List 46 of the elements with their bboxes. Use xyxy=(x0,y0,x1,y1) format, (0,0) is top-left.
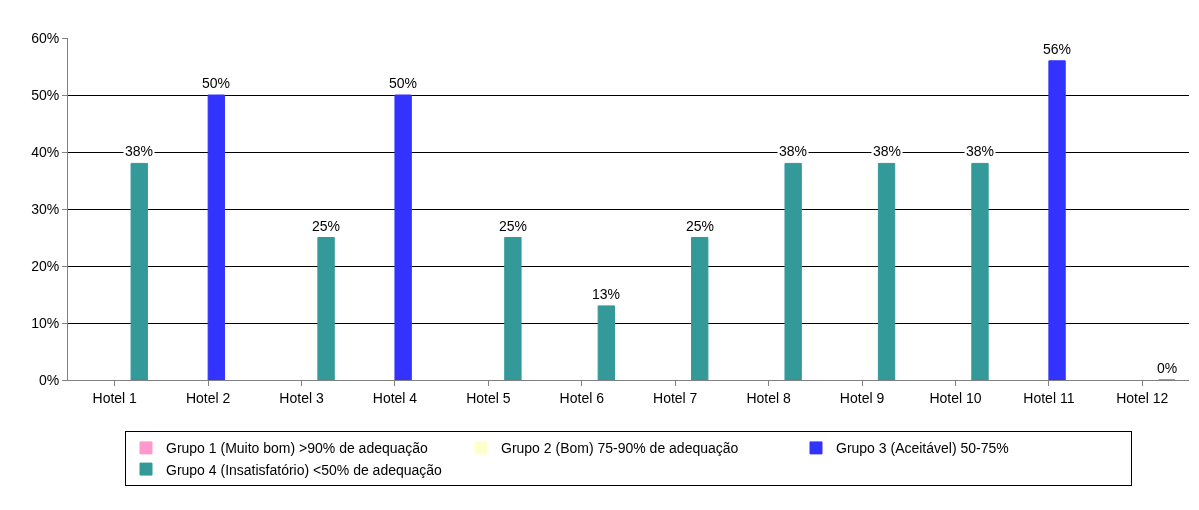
bar xyxy=(784,162,802,380)
bar xyxy=(207,94,225,380)
bar xyxy=(317,237,335,380)
y-tick-label: 60% xyxy=(31,29,60,46)
bar xyxy=(504,237,522,380)
data-label: 38% xyxy=(966,143,995,159)
x-tick-label: Hotel 1 xyxy=(92,389,138,406)
bar xyxy=(1048,60,1066,380)
y-tick-label: 0% xyxy=(38,371,60,388)
x-tick-label: Hotel 3 xyxy=(279,389,324,406)
y-tick-label: 10% xyxy=(31,314,60,331)
data-label: 38% xyxy=(779,143,808,159)
data-label: 50% xyxy=(202,75,231,91)
x-tick-label: Hotel 8 xyxy=(746,389,792,406)
x-tick-label: Hotel 4 xyxy=(372,389,418,406)
data-label: 25% xyxy=(312,218,341,234)
x-tick-label: Hotel 12 xyxy=(1116,389,1169,406)
y-tick-label: 30% xyxy=(31,200,60,217)
data-label: 0% xyxy=(1157,360,1178,376)
data-label: 25% xyxy=(499,218,528,234)
data-label: 38% xyxy=(125,143,154,159)
bar xyxy=(130,162,148,380)
bar xyxy=(691,237,709,380)
bar xyxy=(971,162,989,380)
data-label: 38% xyxy=(873,143,902,159)
x-tick-label: Hotel 10 xyxy=(929,389,982,406)
x-tick-label: Hotel 2 xyxy=(185,389,231,406)
bar xyxy=(877,162,896,380)
x-tick-label: Hotel 7 xyxy=(653,389,698,406)
x-tick-label: Hotel 11 xyxy=(1023,389,1075,406)
legend-label: Grupo 1 (Muito bom) >90% de adequação xyxy=(166,440,429,457)
data-label: 50% xyxy=(389,75,418,91)
data-label: 56% xyxy=(1043,41,1072,57)
x-tick-label: Hotel 6 xyxy=(559,389,605,406)
y-tick-label: 20% xyxy=(31,257,60,274)
data-label: 13% xyxy=(592,286,621,302)
bar xyxy=(394,94,412,380)
legend-label: Grupo 4 (Insatisfatório) <50% de adequação xyxy=(166,461,443,478)
legend-label: Grupo 2 (Bom) 75-90% de adequação xyxy=(501,440,739,457)
y-tick-label: 40% xyxy=(31,143,60,160)
data-label: 25% xyxy=(686,218,715,234)
x-tick-label: Hotel 5 xyxy=(466,389,511,406)
x-tick-label: Hotel 9 xyxy=(839,389,885,406)
y-tick-label: 50% xyxy=(31,86,60,103)
legend-label: Grupo 3 (Aceitável) 50-75% xyxy=(836,440,1009,457)
bar xyxy=(597,305,615,380)
